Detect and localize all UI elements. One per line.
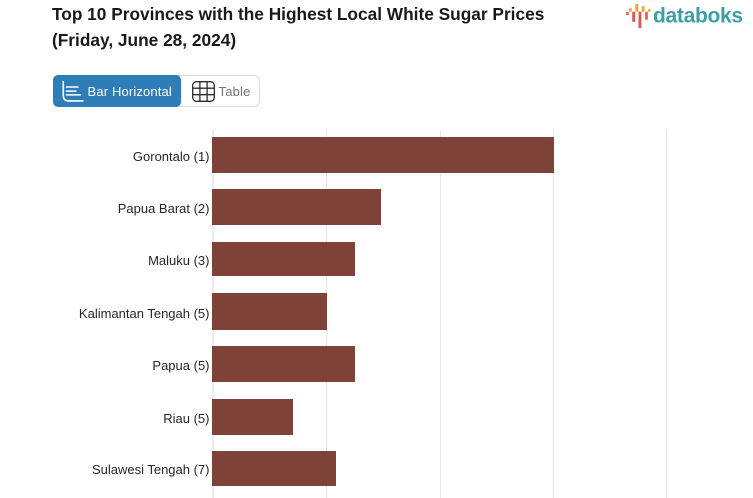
svg-text:databoks: databoks: [653, 5, 743, 28]
